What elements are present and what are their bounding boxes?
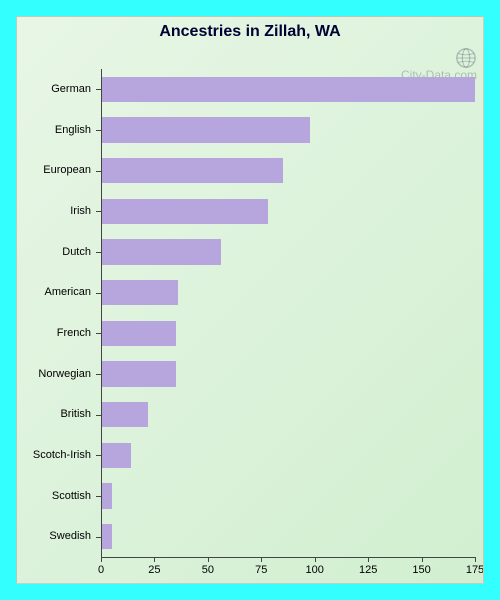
- y-axis-label: German: [51, 83, 91, 95]
- x-tick-label: 100: [306, 564, 324, 576]
- y-axis-label: Norwegian: [38, 368, 91, 380]
- page-root: Ancestries in Zillah, WA City-Data.com G…: [0, 0, 500, 600]
- y-axis-label: Scotch-Irish: [33, 449, 91, 461]
- x-tick-label: 25: [148, 564, 160, 576]
- y-axis-label: French: [57, 327, 91, 339]
- bar: [101, 402, 148, 427]
- x-tick-mark: [475, 557, 476, 562]
- bar: [101, 158, 283, 183]
- bar: [101, 524, 112, 549]
- y-axis-label: English: [55, 124, 91, 136]
- x-tick-label: 125: [359, 564, 377, 576]
- x-tick-label: 75: [255, 564, 267, 576]
- bar: [101, 280, 178, 305]
- bar: [101, 443, 131, 468]
- x-tick-label: 175: [466, 564, 484, 576]
- y-axis-label: American: [45, 286, 91, 298]
- y-axis-label: European: [43, 164, 91, 176]
- x-tick-label: 50: [202, 564, 214, 576]
- bar: [101, 321, 176, 346]
- y-axis-label: British: [60, 408, 91, 420]
- y-axis-label: Scottish: [52, 490, 91, 502]
- y-axis-label: Swedish: [49, 530, 91, 542]
- chart-title: Ancestries in Zillah, WA: [17, 23, 483, 41]
- y-axis-label: Irish: [70, 205, 91, 217]
- bar: [101, 361, 176, 386]
- x-tick-label: 0: [98, 564, 104, 576]
- globe-icon: [455, 47, 477, 69]
- bar: [101, 117, 310, 142]
- chart-panel: Ancestries in Zillah, WA City-Data.com G…: [16, 16, 484, 584]
- bar: [101, 483, 112, 508]
- x-axis-line: [101, 557, 475, 558]
- bar: [101, 77, 475, 102]
- plot-area: [101, 69, 475, 557]
- bar: [101, 199, 268, 224]
- y-axis-line: [101, 69, 102, 557]
- x-tick-label: 150: [412, 564, 430, 576]
- bar: [101, 239, 221, 264]
- y-axis-label: Dutch: [62, 246, 91, 258]
